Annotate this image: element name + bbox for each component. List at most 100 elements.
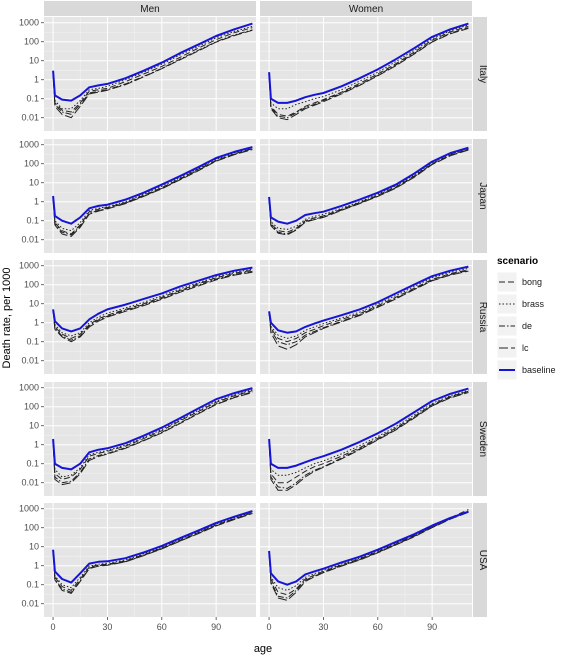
y-tick-label: 0.01 <box>21 113 39 123</box>
legend-title: scenario <box>497 256 538 267</box>
series-line-lc <box>268 149 469 236</box>
series-line-de <box>52 391 253 484</box>
row-strip <box>473 17 487 131</box>
row-strip <box>473 382 487 496</box>
series-line-lc <box>268 511 469 601</box>
panel-background <box>44 139 256 253</box>
series-line-bong <box>52 27 253 113</box>
series-line-lc <box>52 513 253 594</box>
y-tick-label: 1 <box>34 440 39 450</box>
series-line-baseline <box>268 387 469 469</box>
x-axis-title: age <box>254 643 272 655</box>
panel-background <box>44 382 256 496</box>
y-tick-label: 0.1 <box>26 216 39 226</box>
series-line-lc <box>52 392 253 486</box>
column-strip-label: Women <box>349 4 383 15</box>
y-tick-label: 1 <box>34 197 39 207</box>
series-line-brass <box>268 267 469 339</box>
y-tick-label: 0.01 <box>21 235 39 245</box>
x-tick-label: 30 <box>318 622 328 632</box>
series-line-lc <box>268 27 469 121</box>
row-strip-label: Russia <box>477 302 488 333</box>
series-line-lc <box>268 392 469 491</box>
panel-background <box>260 139 472 253</box>
y-tick-label: 100 <box>24 159 39 169</box>
y-tick-label: 1000 <box>19 18 39 28</box>
y-tick-label: 0.1 <box>26 459 39 469</box>
legend-label: de <box>522 321 532 331</box>
y-tick-label: 100 <box>24 523 39 533</box>
series-line-baseline <box>52 22 253 102</box>
legend-label: brass <box>522 299 545 309</box>
x-tick-label: 90 <box>211 622 221 632</box>
series-line-bong <box>52 148 253 235</box>
series-line-bong <box>52 269 253 339</box>
series-line-bong <box>52 512 253 591</box>
row-strip-label: Sweden <box>477 421 488 457</box>
x-tick-label: 60 <box>157 622 167 632</box>
series-line-lc <box>268 270 469 350</box>
series-line-bong <box>268 148 469 233</box>
y-tick-label: 1 <box>34 318 39 328</box>
series-line-baseline <box>52 387 253 471</box>
y-tick-label: 1000 <box>19 504 39 514</box>
series-line-baseline <box>268 510 469 586</box>
y-tick-label: 0.01 <box>21 356 39 366</box>
row-strip <box>473 139 487 253</box>
legend-label: baseline <box>522 365 556 375</box>
series-line-baseline <box>268 146 469 225</box>
y-tick-label: 10 <box>29 542 39 552</box>
y-tick-label: 0.1 <box>26 580 39 590</box>
series-line-de <box>52 270 253 341</box>
y-tick-label: 1 <box>34 75 39 85</box>
y-tick-label: 0.1 <box>26 94 39 104</box>
y-tick-label: 100 <box>24 37 39 47</box>
series-line-brass <box>52 268 253 337</box>
y-tick-label: 1000 <box>19 261 39 271</box>
panel-background <box>260 260 472 374</box>
series-line-brass <box>268 389 469 476</box>
series-line-de <box>52 148 253 236</box>
y-axis-title: Death rate, per 1000 <box>1 268 13 369</box>
y-tick-label: 1 <box>34 561 39 571</box>
series-line-brass <box>52 147 253 232</box>
x-tick-label: 30 <box>102 622 112 632</box>
y-tick-label: 1000 <box>19 383 39 393</box>
row-strip <box>473 503 487 617</box>
series-line-bong <box>268 25 469 117</box>
series-line-baseline <box>268 22 469 104</box>
series-line-brass <box>268 147 469 230</box>
y-tick-label: 0.01 <box>21 599 39 609</box>
row-strip-label: Italy <box>477 65 488 83</box>
y-tick-label: 10 <box>29 56 39 66</box>
y-tick-label: 10 <box>29 421 39 431</box>
y-tick-label: 100 <box>24 402 39 412</box>
row-strip-label: Japan <box>477 182 488 209</box>
series-line-lc <box>52 29 253 119</box>
y-tick-label: 1000 <box>19 140 39 150</box>
x-tick-label: 60 <box>373 622 383 632</box>
series-line-bong <box>268 390 469 484</box>
x-tick-label: 0 <box>51 622 56 632</box>
y-tick-label: 10 <box>29 178 39 188</box>
series-line-baseline <box>52 266 253 333</box>
legend-label: lc <box>522 343 529 353</box>
column-strip-label: Men <box>140 4 159 15</box>
y-tick-label: 0.01 <box>21 478 39 488</box>
x-tick-label: 0 <box>267 622 272 632</box>
column-strip <box>44 1 256 16</box>
legend-label: bong <box>522 277 542 287</box>
row-strip-label: USA <box>477 550 488 571</box>
x-tick-label: 90 <box>427 622 437 632</box>
series-line-bong <box>52 390 253 480</box>
y-tick-label: 0.1 <box>26 337 39 347</box>
series-line-baseline <box>268 265 469 334</box>
y-tick-label: 100 <box>24 280 39 290</box>
series-line-brass <box>268 24 469 110</box>
series-line-lc <box>52 149 253 237</box>
series-line-baseline <box>52 146 253 225</box>
column-strip <box>260 1 472 16</box>
panel-background <box>260 503 472 617</box>
series-line-baseline <box>52 510 253 584</box>
